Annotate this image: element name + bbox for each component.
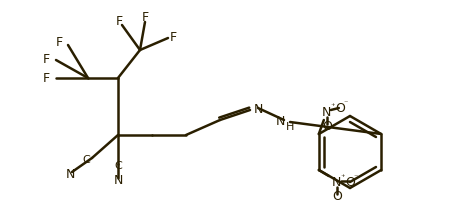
Text: O: O [331, 189, 341, 202]
Text: O: O [344, 176, 354, 189]
Text: ⁻: ⁻ [353, 172, 357, 182]
Text: F: F [169, 31, 176, 44]
Text: H: H [285, 122, 294, 132]
Text: O: O [321, 119, 331, 132]
Text: ⁺: ⁺ [340, 172, 344, 182]
Text: N: N [321, 106, 331, 119]
Text: C: C [82, 155, 90, 165]
Text: ⁺: ⁺ [330, 101, 334, 110]
Text: F: F [56, 35, 63, 48]
Text: ⁻: ⁻ [343, 99, 347, 108]
Text: F: F [43, 72, 50, 84]
Text: N: N [65, 167, 75, 180]
Text: F: F [115, 15, 122, 28]
Text: N: N [332, 176, 341, 189]
Text: F: F [141, 11, 148, 24]
Text: N: N [275, 114, 284, 128]
Text: N: N [113, 174, 122, 187]
Text: N: N [253, 103, 262, 116]
Text: C: C [114, 161, 122, 171]
Text: F: F [43, 53, 50, 66]
Text: O: O [334, 101, 344, 114]
